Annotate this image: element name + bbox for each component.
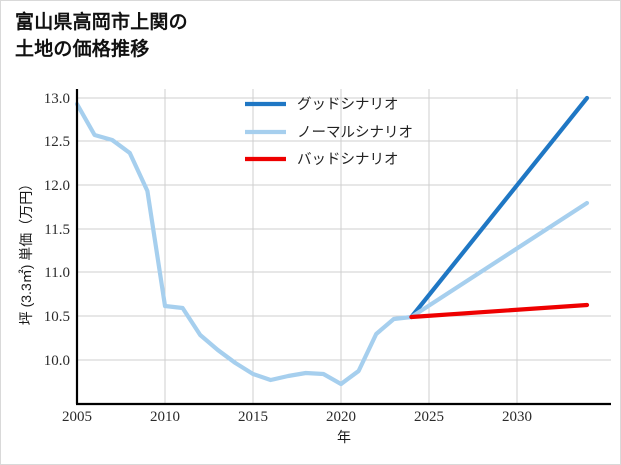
chart-legend: グッドシナリオ ノーマルシナリオ バッドシナリオ: [245, 96, 413, 168]
x-axis-tick-labels: 2005 2010 2015 2020 2025 2030: [62, 409, 532, 425]
series-history-line: [74, 101, 414, 387]
y-tick-11-5: 11.5: [44, 222, 70, 238]
x-tick-2030: 2030: [502, 409, 532, 425]
y-tick-13: 13.0: [44, 91, 70, 107]
x-tick-2015: 2015: [238, 409, 268, 425]
y-tick-10-5: 10.5: [44, 309, 70, 325]
y-tick-11: 11.0: [44, 265, 70, 281]
y-axis-title: 坪 (3.3㎡) 単価（万円）: [18, 177, 34, 326]
x-tick-2005: 2005: [62, 409, 92, 425]
x-tick-2025: 2025: [414, 409, 444, 425]
x-tick-2010: 2010: [150, 409, 180, 425]
series-normal-line: [409, 200, 590, 320]
y-axis-tick-labels: 13.0 12.5 12.0 11.5 11.0 10.5 10.0: [44, 91, 70, 369]
series-bad-line: [409, 302, 590, 320]
series-good-line: [409, 95, 590, 320]
y-tick-12: 12.0: [44, 178, 70, 194]
page-title: 富山県高岡市上関の 土地の価格推移: [15, 12, 188, 60]
legend-label-normal: ノーマルシナリオ: [297, 125, 413, 141]
gridlines-horizontal: [77, 97, 611, 361]
y-tick-10: 10.0: [44, 353, 70, 369]
x-tick-2020: 2020: [326, 409, 356, 425]
x-axis-title: 年: [337, 429, 351, 445]
legend-label-bad: バッドシナリオ: [297, 152, 399, 168]
legend-label-good: グッドシナリオ: [297, 96, 399, 113]
y-tick-12-5: 12.5: [44, 134, 70, 150]
